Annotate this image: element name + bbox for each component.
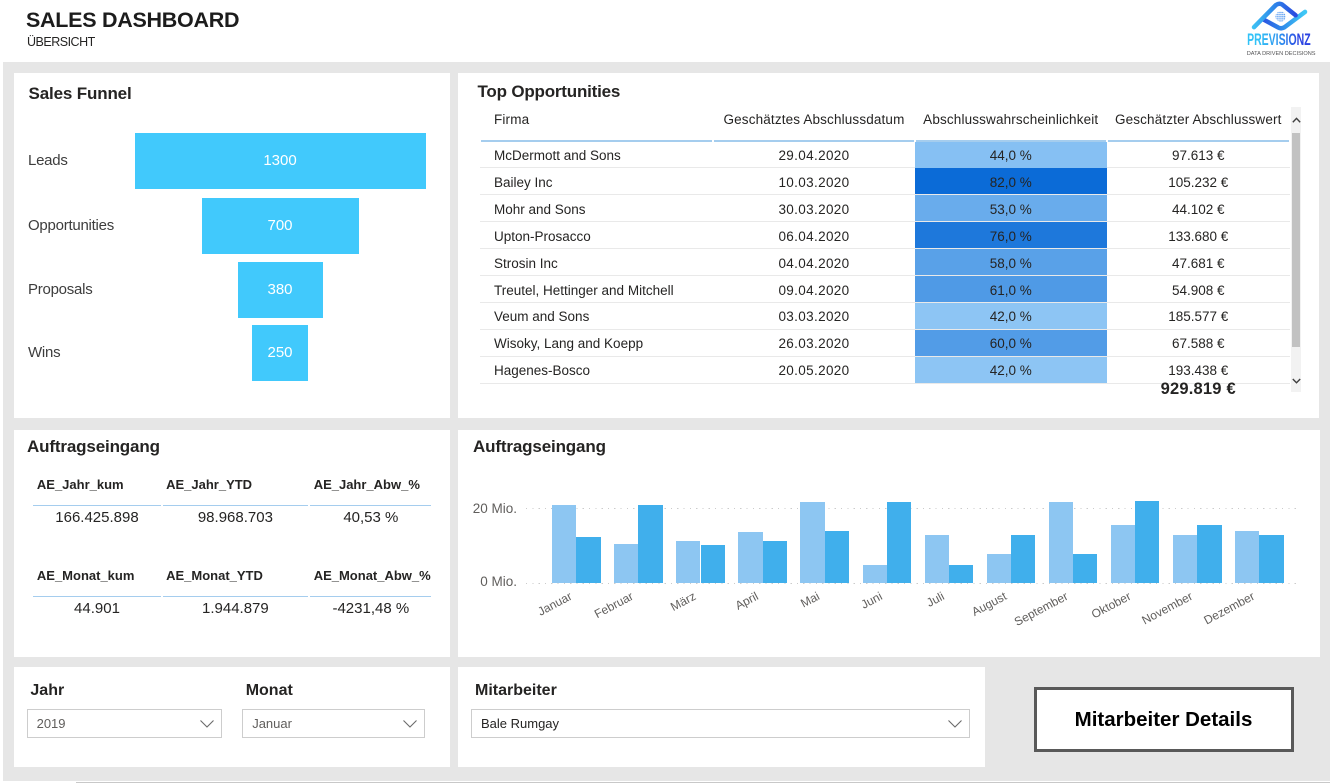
svg-text:DATA DRIVEN DECISIONS: DATA DRIVEN DECISIONS (1247, 51, 1316, 57)
svg-text:PREVISIONZ: PREVISIONZ (1247, 31, 1310, 49)
